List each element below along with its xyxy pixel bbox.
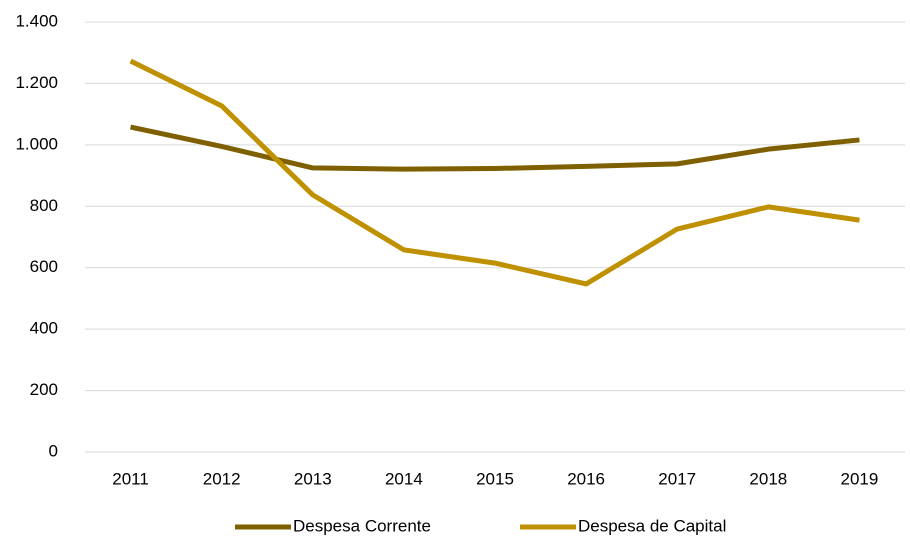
y-tick-label: 1.200: [15, 73, 58, 92]
x-tick-label: 2011: [112, 469, 149, 488]
y-tick-label: 1.400: [15, 11, 58, 30]
x-tick-label: 2014: [385, 469, 423, 488]
series-line: [129, 58, 860, 287]
series-line: [130, 124, 860, 172]
legend-label: Despesa de Capital: [578, 516, 726, 535]
y-tick-label: 400: [30, 319, 58, 338]
x-tick-label: 2016: [567, 469, 605, 488]
x-tick-label: 2015: [476, 469, 514, 488]
x-tick-label: 2019: [841, 469, 879, 488]
y-tick-label: 600: [30, 257, 58, 276]
y-tick-label: 200: [30, 380, 58, 399]
x-tick-label: 2012: [203, 469, 241, 488]
x-tick-label: 2013: [294, 469, 332, 488]
x-tick-label: 2018: [749, 469, 787, 488]
x-tick-label: 2017: [658, 469, 696, 488]
legend-label: Despesa Corrente: [293, 516, 431, 535]
y-tick-label: 1.000: [15, 134, 58, 153]
y-tick-label: 800: [30, 196, 58, 215]
y-tick-label: 0: [49, 441, 58, 460]
